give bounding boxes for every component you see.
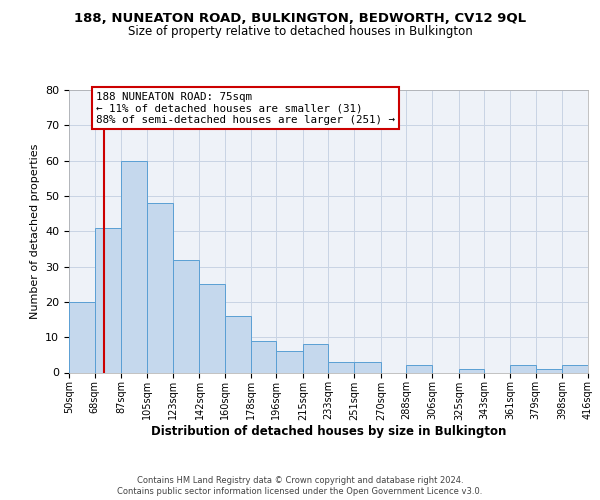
Y-axis label: Number of detached properties: Number of detached properties: [29, 144, 40, 319]
Bar: [329, 362, 354, 372]
Bar: [459, 369, 484, 372]
Bar: [251, 340, 276, 372]
Bar: [199, 284, 225, 372]
Bar: [147, 203, 173, 372]
Bar: [69, 302, 95, 372]
Bar: [276, 352, 303, 372]
Text: Contains public sector information licensed under the Open Government Licence v3: Contains public sector information licen…: [118, 488, 482, 496]
Bar: [303, 344, 329, 372]
Bar: [406, 366, 432, 372]
Bar: [510, 366, 536, 372]
Bar: [225, 316, 251, 372]
Text: 188, NUNEATON ROAD, BULKINGTON, BEDWORTH, CV12 9QL: 188, NUNEATON ROAD, BULKINGTON, BEDWORTH…: [74, 12, 526, 26]
Bar: [121, 160, 147, 372]
Text: Contains HM Land Registry data © Crown copyright and database right 2024.: Contains HM Land Registry data © Crown c…: [137, 476, 463, 485]
Text: Size of property relative to detached houses in Bulkington: Size of property relative to detached ho…: [128, 25, 472, 38]
Bar: [95, 228, 121, 372]
Bar: [562, 366, 588, 372]
Bar: [173, 260, 199, 372]
Bar: [536, 369, 562, 372]
Bar: [354, 362, 381, 372]
Text: 188 NUNEATON ROAD: 75sqm
← 11% of detached houses are smaller (31)
88% of semi-d: 188 NUNEATON ROAD: 75sqm ← 11% of detach…: [96, 92, 395, 125]
X-axis label: Distribution of detached houses by size in Bulkington: Distribution of detached houses by size …: [151, 425, 506, 438]
